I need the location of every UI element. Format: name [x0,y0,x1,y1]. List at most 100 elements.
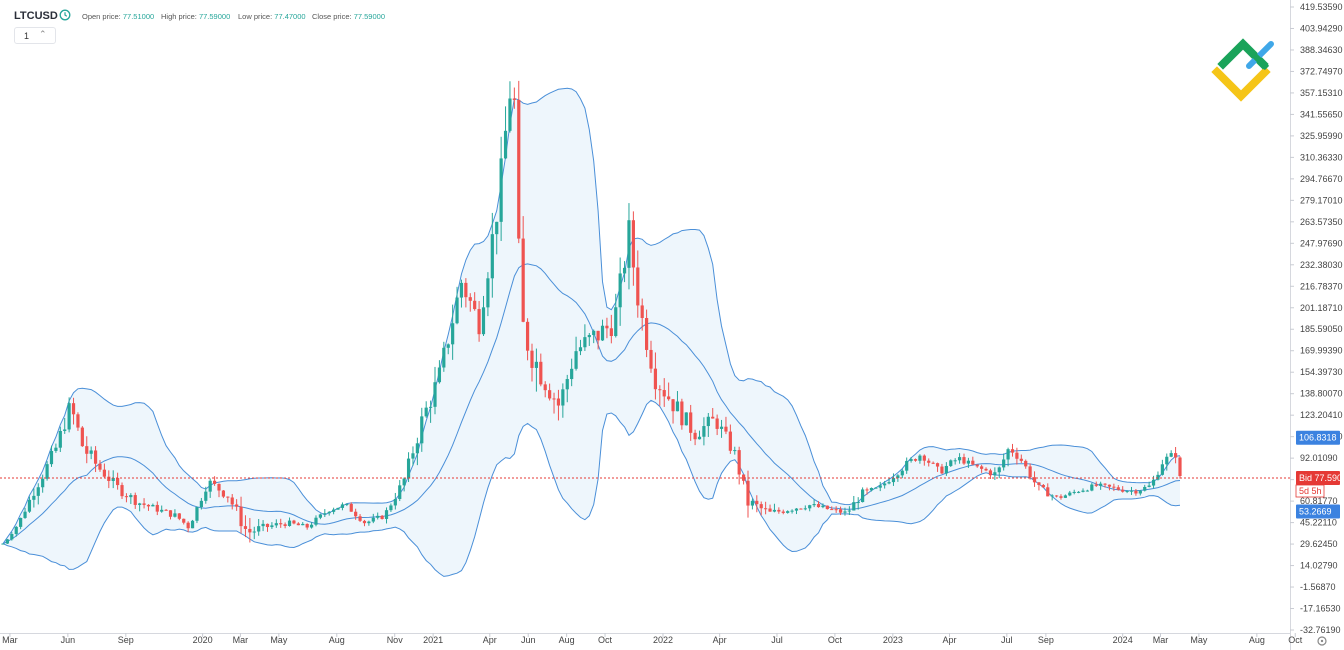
candle [808,504,812,512]
time-tick-label: Jun [61,635,76,645]
candle [548,383,552,401]
candle [825,505,829,510]
candle [1015,447,1019,465]
candle [411,446,415,466]
candle [393,492,397,510]
candle [428,400,433,423]
candle [318,513,322,520]
candle [398,480,402,502]
candle [693,429,697,446]
candle [627,203,631,290]
candle [697,430,702,440]
price-tick-label: 325.95990 [1300,131,1343,141]
lower-band-tag-bg [1296,504,1340,519]
candle [376,512,380,520]
candle [1024,459,1028,469]
price-tick-label: 123.20410 [1300,410,1343,420]
candle [41,474,45,493]
candle [340,502,345,511]
candle [1002,453,1006,471]
candle [521,216,525,323]
candle [384,507,389,524]
candle [459,279,464,308]
candle [451,304,455,360]
candle [362,519,367,527]
candle [1019,454,1023,464]
candle [336,507,340,510]
upper-band-tag-bg [1296,430,1340,445]
candle [1006,447,1010,467]
candle [437,360,442,384]
candle [614,293,618,338]
upper-band-line [2,87,1181,544]
candle [799,508,803,510]
high-price: High price: 77.59000 [161,12,231,21]
candle [561,383,565,418]
price-axis[interactable]: 419.53590 403.94290 388.34630 372.74970 357.… [1290,2,1343,635]
candle [133,492,137,509]
candle [248,517,252,543]
candle [988,468,993,479]
candle [45,461,49,481]
candle [345,503,349,507]
candle [909,457,913,463]
candle [10,532,14,541]
candle [680,398,684,430]
candle [600,319,605,341]
candle [420,407,424,452]
candle [358,514,362,523]
candle [164,508,168,511]
candle [1143,484,1147,492]
candle [93,446,98,473]
candle [1063,494,1067,499]
candle [777,507,781,514]
interval-selector[interactable]: 1 ⌃ [14,27,56,44]
price-tick-label: 403.94290 [1300,23,1343,33]
candle [905,457,909,474]
candle [446,343,450,355]
candle [997,466,1001,479]
time-tick-label: Aug [559,635,575,645]
candle [89,446,93,460]
price-tick-label: 14.02790 [1300,561,1338,571]
candle [1050,494,1054,501]
candle [1165,453,1169,471]
settings-icon[interactable] [1317,636,1327,646]
candle [750,498,755,510]
candle [160,505,164,513]
candle [230,494,234,510]
candle [1077,491,1081,494]
candle [208,478,212,498]
candle [279,518,283,528]
candle [1147,481,1151,488]
candle [587,333,591,346]
candle [477,301,481,342]
clock-icon[interactable] [59,9,71,21]
candle [913,458,918,462]
time-axis[interactable]: Mar Jun Sep 2020 Mar May Aug Nov 2021 Apr Jun Aug Oc… [2,633,1327,646]
symbol-name[interactable]: LTCUSD [14,10,58,22]
candle [1041,484,1045,489]
candle [243,515,248,538]
candle [631,211,635,286]
candle [728,424,732,454]
candle [781,509,785,515]
candle [746,470,750,518]
time-tick-label: Apr [483,635,497,645]
candle [146,504,151,511]
candle [314,515,318,527]
candle [653,352,658,400]
price-tick-label: 185.59050 [1300,324,1343,334]
candle [702,417,706,446]
candle [534,348,538,392]
candle [900,468,904,479]
time-tick-label: Jun [521,635,536,645]
candle [662,378,666,407]
candle [107,470,111,489]
candle [142,498,146,509]
candle [737,446,741,485]
candle [891,473,896,486]
price-tick-label: 388.34630 [1300,45,1343,55]
candle [790,509,794,514]
